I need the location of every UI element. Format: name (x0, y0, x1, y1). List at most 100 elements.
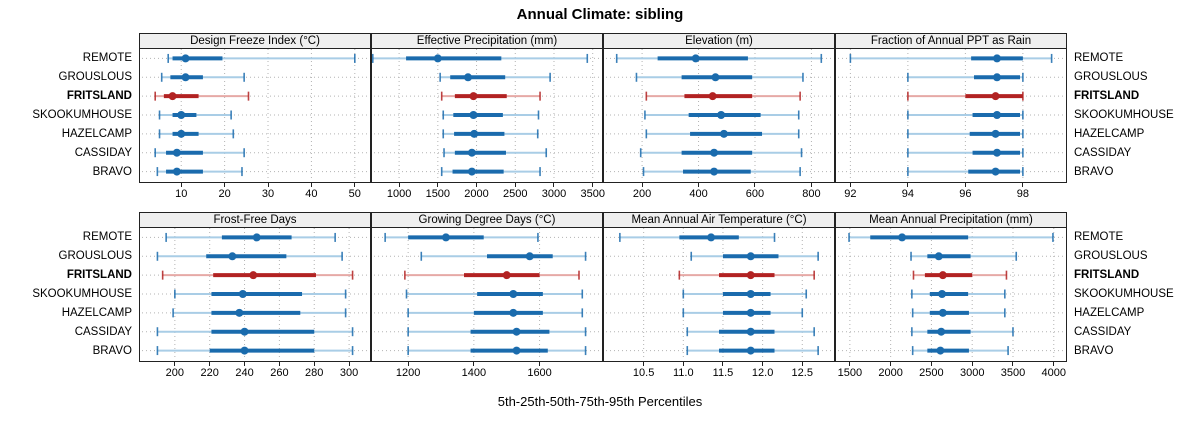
median-dot (993, 54, 1001, 63)
panel-strip-title: Mean Annual Air Temperature (°C) (603, 212, 835, 228)
panel-frost-free-days: Frost-Free Days 200 220 240 260 280 300 (139, 212, 371, 382)
median-dot (470, 129, 479, 138)
median-dot (512, 327, 521, 336)
axis-tick-label: 220 (200, 367, 219, 379)
percentile-marks-bravo (440, 167, 541, 177)
axis-tick-mark (209, 362, 211, 366)
axis-tick-label: 200 (632, 188, 652, 200)
median-dot (469, 92, 478, 101)
median-dot (172, 167, 181, 176)
site-label-hazelcamp: HAZELCAMP (1074, 127, 1145, 140)
axis-tick-mark (310, 183, 312, 187)
axis-tick-label: 98 (1016, 188, 1029, 200)
axis-tick-label: 400 (689, 188, 708, 200)
axis-tick-label: 3000 (959, 367, 985, 379)
panel-fraction-of-annual-ppt-as-rain: Fraction of Annual PPT as Rain 92 94 96 98 (835, 33, 1067, 203)
panel-plot-area (835, 228, 1067, 362)
panel-plot-area (835, 49, 1067, 183)
axis-tick-mark (476, 183, 478, 187)
percentile-marks-skookumhouse (911, 289, 1006, 299)
axis-tick-label: 240 (235, 367, 254, 379)
site-label-cassiday: CASSIDAY (1074, 146, 1132, 159)
site-label-bravo: BRAVO (92, 344, 132, 357)
percentile-marks-remote (619, 232, 776, 242)
axis-tick-label: 92 (844, 188, 857, 200)
percentile-marks-fritsland (678, 270, 815, 280)
panel-strip-title: Effective Precipitation (mm) (371, 33, 603, 49)
percentile-marks-hazelcamp (172, 308, 347, 318)
axis-tick-mark (267, 183, 269, 187)
panel-plot-area (139, 49, 371, 183)
panel-canvas (142, 49, 368, 181)
median-dot (525, 252, 534, 261)
axis-tick-mark (1012, 362, 1014, 366)
axis-tick-mark (180, 183, 182, 187)
percentile-marks-grouslous (439, 72, 551, 82)
site-label-bravo: BRAVO (1074, 165, 1114, 178)
axis-tick-mark (849, 362, 851, 366)
axis-tick-label: 2000 (464, 188, 489, 200)
median-dot (172, 148, 181, 157)
percentile-marks-hazelcamp (911, 308, 1006, 318)
median-dot (719, 129, 728, 138)
percentile-marks-hazelcamp (907, 129, 1024, 139)
median-dot (746, 327, 755, 336)
median-dot (181, 54, 190, 63)
axis-tick-mark (722, 362, 724, 366)
axis-tick-label: 12.5 (791, 367, 813, 379)
percentile-marks-skookumhouse (174, 289, 347, 299)
median-dot (502, 271, 511, 280)
percentile-marks-cassiday (907, 148, 1024, 158)
percentile-marks-hazelcamp (407, 308, 584, 318)
panel-canvas (142, 228, 368, 360)
median-dot (708, 92, 717, 101)
percentile-marks-bravo (156, 167, 243, 177)
median-dot (441, 233, 450, 242)
site-label-remote: REMOTE (1074, 52, 1124, 65)
median-dot (240, 346, 249, 355)
percentile-marks-remote (372, 53, 589, 63)
percentile-marks-skookumhouse (442, 110, 540, 120)
percentile-marks-cassiday (156, 327, 354, 337)
panel-strip-title: Mean Annual Precipitation (mm) (835, 212, 1067, 228)
panel-row-bottom: REMOTE GROUSLOUS FRITSLAND SKOOKUMHOUSE HAZE… (0, 212, 1200, 382)
site-label-cassiday: CASSIDAY (74, 146, 132, 159)
site-label-hazelcamp: HAZELCAMP (61, 127, 132, 140)
axis-tick-mark (348, 362, 350, 366)
axis-tick-label: 200 (165, 367, 185, 379)
site-label-grouslous: GROUSLOUS (1074, 250, 1148, 263)
axis-tick-mark (762, 362, 764, 366)
median-dot (993, 73, 1001, 82)
median-dot (228, 252, 237, 261)
percentile-marks-fritsland (161, 270, 354, 280)
site-label-remote: REMOTE (1074, 231, 1124, 244)
percentile-marks-remote (848, 232, 1054, 242)
median-dot (991, 167, 1000, 176)
panel-design-freeze-index-c-: Design Freeze Index (°C) 10 20 30 40 50 (139, 33, 371, 203)
axis-tick-mark (278, 362, 280, 366)
percentile-marks-skookumhouse (907, 110, 1024, 120)
percentile-marks-fritsland (645, 91, 801, 101)
percentile-marks-skookumhouse (644, 110, 800, 120)
site-label-skookumhouse: SKOOKUMHOUSE (32, 288, 132, 300)
panel-canvas (374, 228, 600, 360)
percentile-marks-cassiday (639, 148, 803, 158)
site-label-fritsland: FRITSLAND (1074, 90, 1140, 103)
axis-tick-label: 3500 (1000, 367, 1026, 379)
percentile-marks-grouslous (907, 72, 1024, 82)
percentile-marks-remote (615, 53, 823, 63)
axis-tick-mark (354, 183, 356, 187)
axis-tick-mark (754, 183, 756, 187)
axis-tick-mark (224, 183, 226, 187)
percentile-marks-remote (167, 53, 356, 63)
axis-tick-label: 300 (339, 367, 359, 379)
axis-tick-label: 1500 (425, 188, 451, 200)
axis-tick-label: 800 (802, 188, 821, 200)
axis-tick-label: 1600 (527, 367, 552, 379)
axis-tick-label: 2000 (878, 367, 903, 379)
median-dot (746, 308, 755, 317)
panel-strip-title: Fraction of Annual PPT as Rain (835, 33, 1067, 49)
site-label-remote: REMOTE (82, 231, 132, 244)
median-dot (993, 111, 1001, 119)
percentile-marks-cassiday (407, 327, 587, 337)
